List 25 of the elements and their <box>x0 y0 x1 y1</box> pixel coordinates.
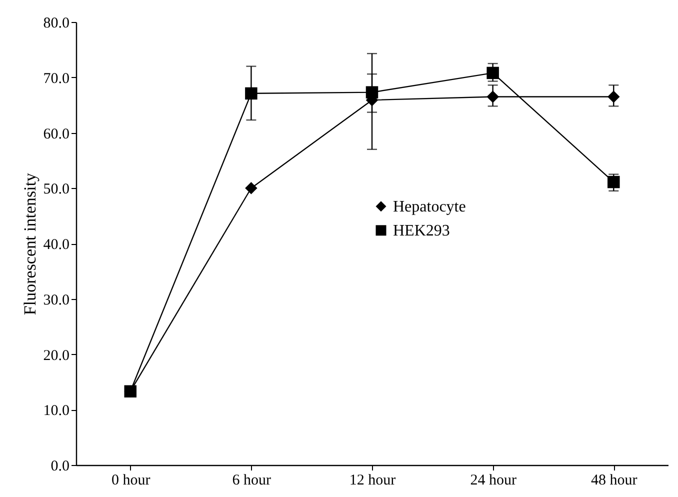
point <box>124 385 136 398</box>
legend-label: Hepatocyte <box>393 198 466 216</box>
legend-label: HEK293 <box>393 222 450 240</box>
y-tick-label: 30.0 <box>43 292 70 308</box>
y-tick-label: 80.0 <box>43 16 70 32</box>
point <box>608 176 620 188</box>
y-tick-label: 50.0 <box>43 182 70 198</box>
x-tick-label: 0 hour <box>111 472 150 488</box>
point <box>245 87 258 100</box>
y-tick-label: 70.0 <box>43 70 70 87</box>
y-tick-label: 40.0 <box>43 237 70 253</box>
y-axis-title: Fluorescent intensity <box>20 172 40 316</box>
x-tick-label: 12 hour <box>349 472 396 488</box>
y-tick-label: 10.0 <box>43 403 70 420</box>
point <box>366 86 378 98</box>
point <box>608 90 620 103</box>
y-tick-label: 20.0 <box>43 348 70 364</box>
x-tick-label: 48 hour <box>591 472 638 488</box>
point <box>245 182 258 194</box>
y-tick-label: 60.0 <box>43 126 70 142</box>
y-tick-label: 0.0 <box>50 458 70 474</box>
point <box>486 66 499 80</box>
x-tick-label: 24 hour <box>470 472 516 488</box>
point <box>486 90 499 103</box>
x-tick-label: 6 hour <box>232 472 272 488</box>
